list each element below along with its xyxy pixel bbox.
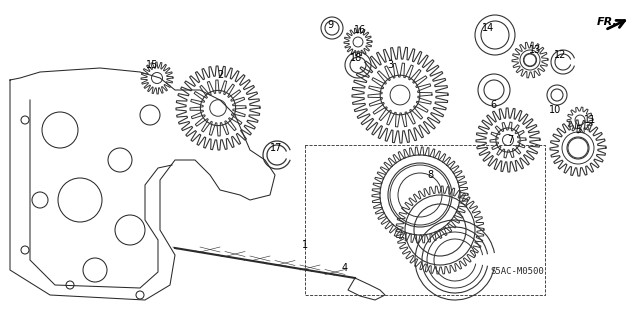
Text: 16: 16 [354, 25, 366, 35]
Text: 2: 2 [217, 70, 223, 80]
Text: 15: 15 [146, 60, 158, 70]
Text: 13: 13 [529, 45, 541, 55]
Text: 12: 12 [554, 50, 566, 60]
Text: 4: 4 [342, 263, 348, 273]
Text: 9: 9 [327, 20, 333, 30]
Text: 3: 3 [387, 60, 393, 70]
Text: 5: 5 [575, 125, 581, 135]
Text: 7: 7 [507, 135, 513, 145]
Text: 18: 18 [350, 53, 362, 63]
Text: 1: 1 [302, 240, 308, 250]
Text: 17: 17 [270, 143, 282, 153]
Text: 6: 6 [490, 100, 496, 110]
Text: 10: 10 [549, 105, 561, 115]
Text: 14: 14 [482, 23, 494, 33]
Text: 11: 11 [584, 115, 596, 125]
Text: S5AC-M0500: S5AC-M0500 [490, 268, 544, 277]
Text: 8: 8 [427, 170, 433, 180]
Text: FR.: FR. [596, 17, 618, 27]
